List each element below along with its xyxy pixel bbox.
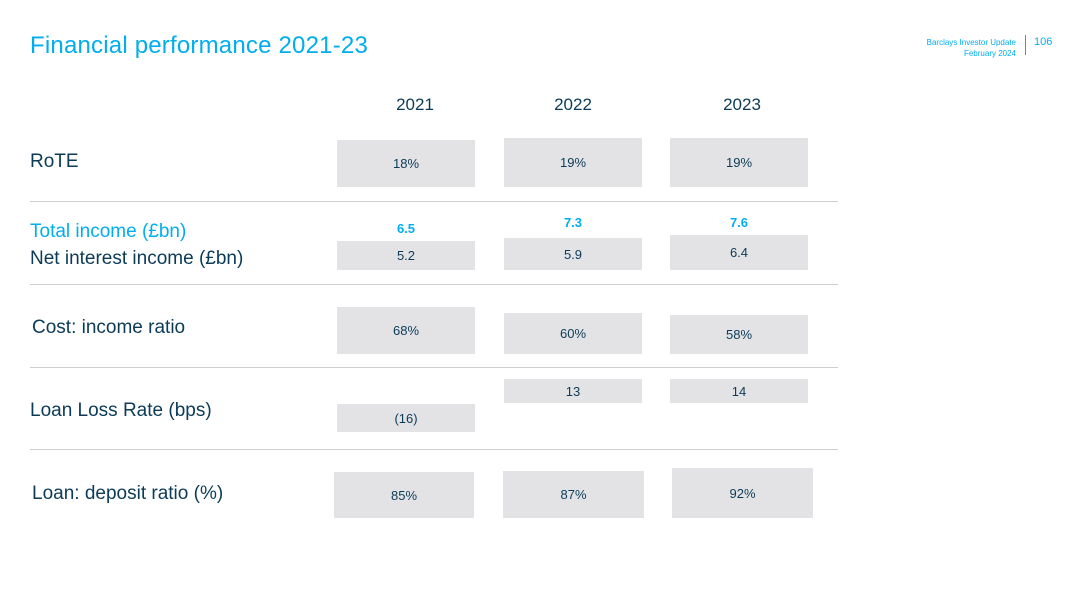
llr-label: Loan Loss Rate (bps) (30, 400, 212, 421)
total-income-2021-value: 6.5 (396, 221, 416, 236)
year-header-2022: 2022 (554, 95, 592, 114)
year-header-2023: 2023 (723, 95, 761, 114)
cost-income-2022-value: 60% (504, 313, 642, 354)
row-divider (30, 449, 838, 450)
nii-2021-value: 5.2 (337, 241, 475, 270)
llr-2021-value: (16) (337, 404, 475, 432)
rote-2021-value: 18% (337, 140, 475, 187)
report-date-line: February 2024 (963, 49, 1016, 58)
cost-income-2021-value: 68% (337, 307, 475, 354)
rote-label: RoTE (30, 151, 79, 172)
row-divider (30, 367, 838, 368)
llr-2023-value: 14 (670, 379, 808, 403)
rote-2023-value: 19% (670, 138, 808, 187)
report-info: Barclays Investor Update February 2024 (927, 37, 1016, 59)
nii-2022-value: 5.9 (504, 238, 642, 270)
total-income-2023-value: 7.6 (729, 215, 749, 230)
row-divider (30, 201, 838, 202)
report-company-line: Barclays Investor Update (926, 38, 1016, 47)
loan-deposit-2023-value: 92% (672, 468, 813, 518)
nii-label: Net interest income (£bn) (30, 248, 244, 269)
cost-income-label: Cost: income ratio (32, 317, 186, 338)
header-separator (1025, 35, 1026, 55)
row-divider (30, 284, 838, 285)
rote-2022-value: 19% (504, 138, 642, 187)
page-title: Financial performance 2021-23 (30, 32, 368, 59)
page-number: 106 (1034, 36, 1053, 48)
year-header-2021: 2021 (396, 95, 434, 114)
loan-deposit-label: Loan: deposit ratio (%) (32, 483, 224, 504)
cost-income-2023-value: 58% (670, 315, 808, 354)
loan-deposit-2022-value: 87% (503, 471, 644, 518)
total-income-2022-value: 7.3 (563, 215, 583, 230)
nii-2023-value: 6.4 (670, 235, 808, 270)
total-income-label: Total income (£bn) (30, 221, 187, 242)
loan-deposit-2021-value: 85% (334, 472, 474, 518)
llr-2022-value: 13 (504, 379, 642, 403)
